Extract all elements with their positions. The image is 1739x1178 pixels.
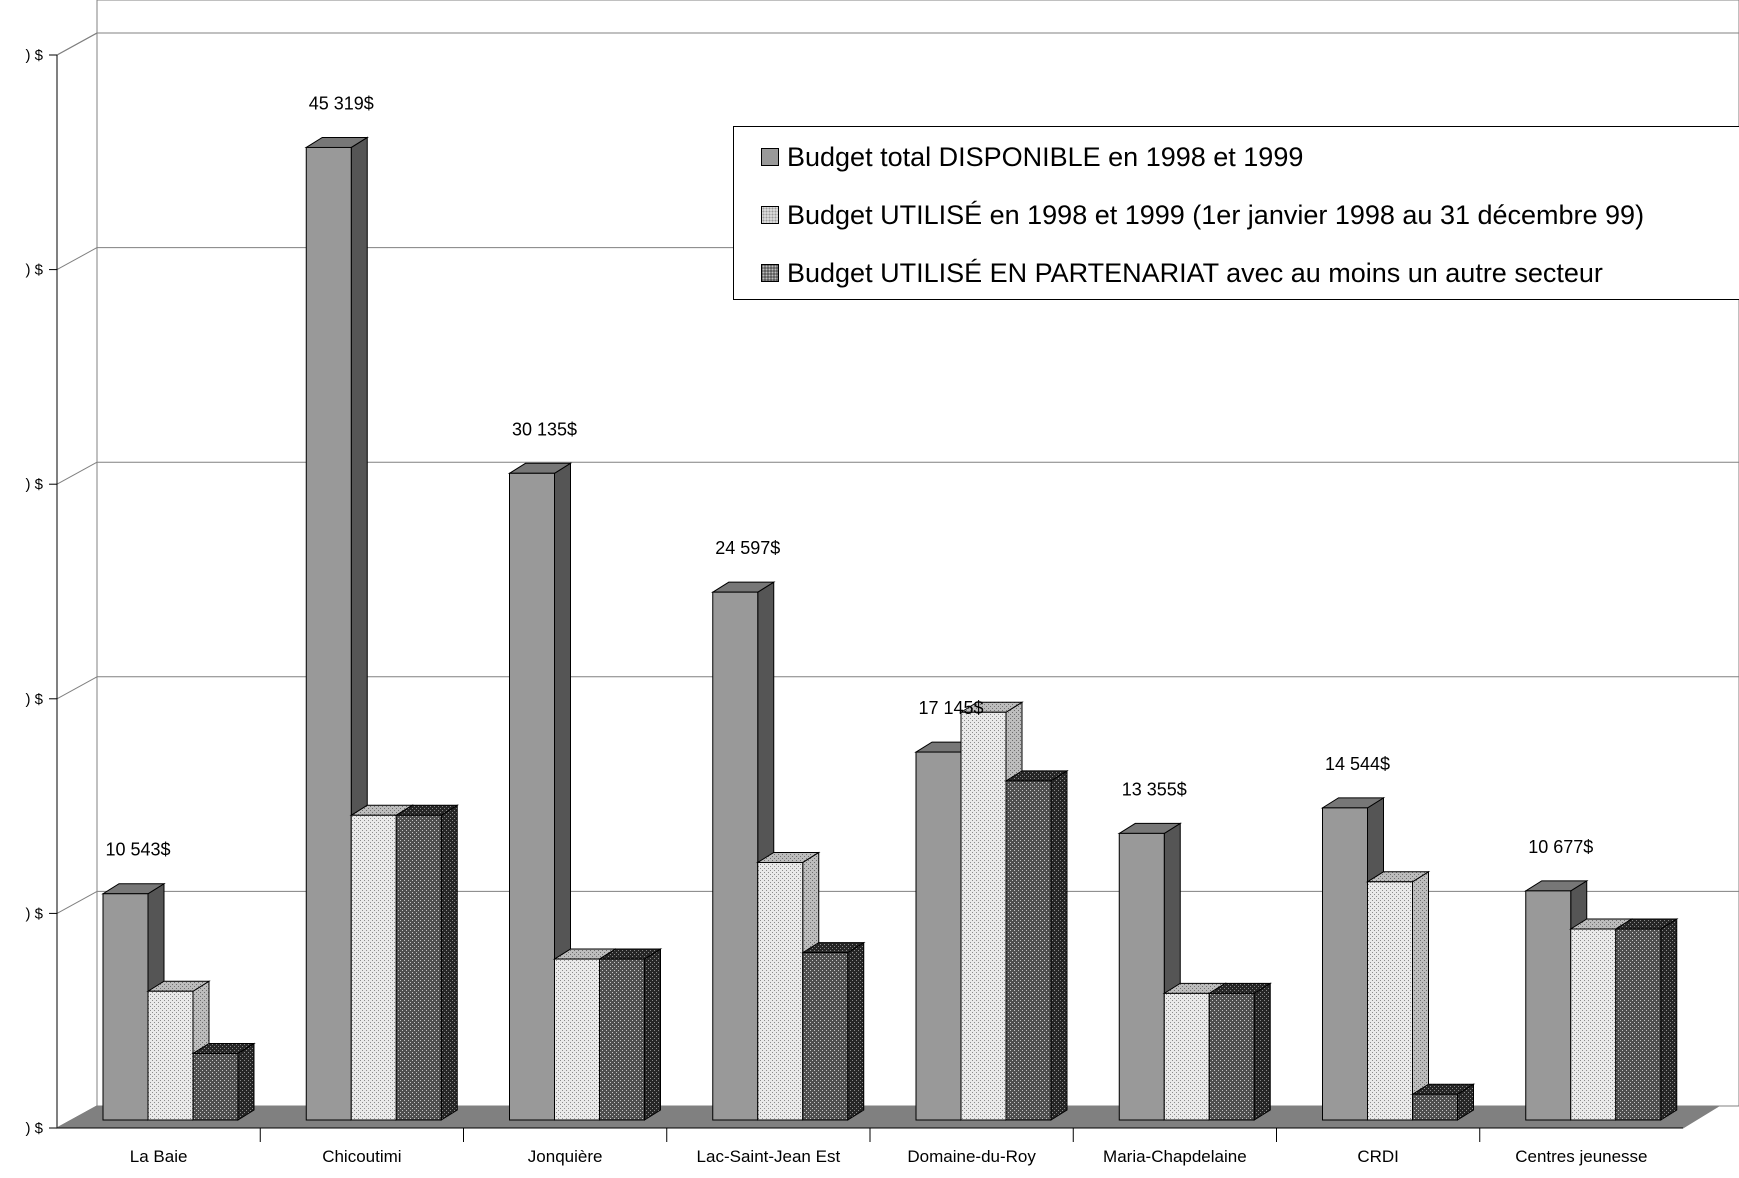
bar-front: [1525, 890, 1572, 1121]
data-label: 45 319$: [309, 93, 374, 113]
legend-swatch-disponible: [761, 148, 779, 166]
bar-front: [1118, 832, 1165, 1121]
bar-front: [1005, 780, 1052, 1121]
bar: [394, 804, 459, 1121]
legend-item-utilise: Budget UTILISÉ en 1998 et 1999 (1er janv…: [761, 195, 1644, 235]
data-label: 17 145$: [918, 698, 983, 718]
gridline-side: [56, 890, 98, 914]
bar: [1207, 982, 1272, 1121]
bar: [1614, 918, 1679, 1121]
data-label: 13 355$: [1122, 779, 1187, 799]
bar: [801, 941, 866, 1121]
bar-front: [960, 711, 1007, 1121]
bar-front: [802, 952, 849, 1121]
y-tick-label: ) $: [25, 691, 43, 708]
data-label: 30 135$: [512, 419, 577, 439]
bar-front: [1412, 1093, 1458, 1121]
chart-bars: [101, 136, 1679, 1121]
side-wall: [56, 32, 98, 1129]
legend-label-utilise: Budget UTILISÉ en 1998 et 1999 (1er janv…: [787, 199, 1645, 230]
legend-label-partenariat: Budget UTILISÉ EN PARTENARIAT avec au mo…: [787, 257, 1603, 288]
y-tick-label: ) $: [25, 47, 43, 64]
gridline-side: [56, 461, 98, 485]
bar-front: [599, 958, 645, 1121]
bar: [1365, 870, 1431, 1121]
bar-front: [1163, 992, 1210, 1121]
bar: [1410, 1083, 1476, 1121]
gridline-side: [56, 247, 98, 271]
legend-swatch-partenariat: [761, 264, 779, 282]
bar-front: [102, 893, 149, 1121]
legend-item-disponible: Budget total DISPONIBLE en 1998 et 1999: [761, 137, 1303, 177]
y-tick-label: ) $: [25, 262, 43, 279]
bar: [711, 581, 776, 1121]
data-label: 24 597$: [715, 538, 780, 558]
x-tick-label: Maria-Chapdelaine: [1103, 1147, 1247, 1166]
bar-front: [192, 1052, 239, 1121]
x-tick-label: Domaine-du-Roy: [907, 1147, 1036, 1166]
bar-front: [712, 591, 759, 1121]
bar-front: [1322, 807, 1368, 1121]
y-tick-label: ) $: [25, 1120, 43, 1137]
bar-side: [1660, 918, 1678, 1121]
gridline-side: [56, 32, 98, 56]
bar: [191, 1042, 256, 1121]
bar-front: [554, 958, 600, 1121]
bar-front: [915, 751, 962, 1121]
y-tick-label: ) $: [25, 476, 43, 493]
bar-side: [644, 948, 661, 1121]
data-label: 10 543$: [105, 840, 170, 860]
y-tick-label: ) $: [25, 905, 43, 922]
bar-front: [395, 814, 442, 1121]
x-tick-label: Jonquière: [528, 1147, 603, 1166]
legend: Budget total DISPONIBLE en 1998 et 1999 …: [733, 126, 1739, 300]
bar-front: [757, 861, 804, 1121]
data-label: 10 677$: [1528, 837, 1593, 857]
bar-front: [350, 814, 397, 1121]
bar: [597, 948, 663, 1121]
bar-front: [1208, 992, 1255, 1121]
x-tick-label: Lac-Saint-Jean Est: [697, 1147, 841, 1166]
x-tick-label: La Baie: [130, 1147, 188, 1166]
bar: [1004, 770, 1069, 1121]
x-tick-label: Centres jeunesse: [1515, 1147, 1647, 1166]
bar-front: [147, 990, 194, 1121]
x-tick-label: CRDI: [1357, 1147, 1399, 1166]
bar-front: [1615, 928, 1662, 1121]
bar-side: [1050, 770, 1068, 1121]
chart-labels: ) $ ) $ ) $ ) $ ) $ ) $ La Baie 10 543$ Chicouti…: [25, 47, 1647, 1166]
data-label: 14 544$: [1325, 754, 1390, 774]
bar-side: [440, 804, 458, 1121]
bar-front: [1367, 881, 1413, 1121]
bar-front: [509, 472, 555, 1121]
bar-side: [1253, 982, 1271, 1121]
bar-side: [237, 1042, 255, 1121]
bar-side: [847, 941, 865, 1121]
gridline-side: [56, 676, 98, 700]
legend-item-partenariat: Budget UTILISÉ EN PARTENARIAT avec au mo…: [761, 253, 1603, 293]
bar-side: [1412, 870, 1429, 1121]
bar-front: [1570, 928, 1617, 1121]
legend-swatch-utilise: [761, 206, 779, 224]
bar-front: [305, 146, 352, 1121]
x-tick-label: Chicoutimi: [322, 1147, 401, 1166]
legend-label-disponible: Budget total DISPONIBLE en 1998 et 1999: [787, 141, 1304, 172]
